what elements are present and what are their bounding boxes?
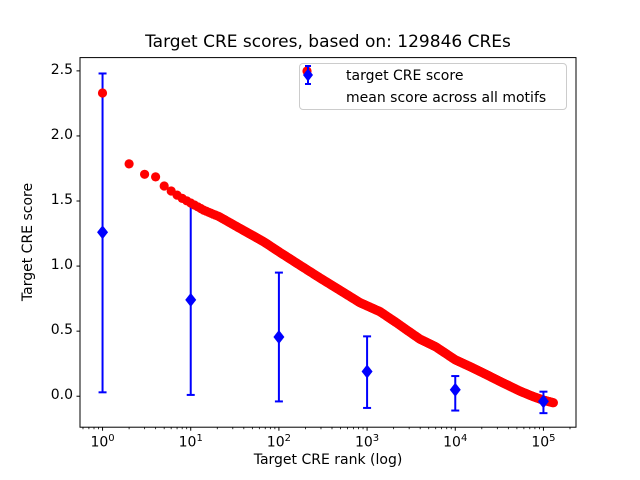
x-tick-label: 100 — [90, 433, 115, 451]
y-tick-label: 0.5 — [50, 322, 73, 339]
diamond-marker — [185, 292, 197, 307]
x-tick-label: 103 — [354, 433, 380, 451]
legend: target CRE score mean score across all m… — [299, 63, 567, 110]
legend-label-target-score: target CRE score — [346, 67, 464, 84]
y-tick-label: 0.0 — [50, 387, 73, 404]
diamond-marker — [361, 364, 373, 379]
y-tick-label: 1.5 — [50, 192, 73, 208]
legend-entry-mean-score: mean score across all motifs — [300, 65, 566, 108]
diamond-marker — [537, 394, 549, 409]
y-axis-label: Target CRE score — [20, 182, 36, 302]
data-point — [548, 398, 559, 408]
x-tick-label: 101 — [178, 433, 203, 451]
legend-label-mean-score: mean score across all motifs — [346, 89, 547, 106]
x-tick-label: 104 — [443, 433, 468, 451]
data-point — [124, 159, 134, 169]
axes-frame — [79, 57, 577, 428]
data-point — [97, 88, 108, 98]
target-score-series — [97, 88, 559, 408]
data-point — [151, 172, 161, 182]
diamond-marker — [97, 225, 109, 240]
legend-diamond-marker — [303, 68, 313, 82]
y-tick-label: 2.5 — [50, 61, 73, 78]
mean-score-diamonds — [97, 225, 549, 409]
y-tick-label: 1.0 — [50, 257, 73, 274]
chart-title: Target CRE scores, based on: 129846 CREs — [145, 32, 511, 52]
x-tick-label: 102 — [266, 433, 291, 451]
x-axis-label: Target CRE rank (log) — [253, 452, 403, 468]
diamond-marker — [273, 330, 285, 345]
diamond-marker — [449, 382, 461, 397]
y-tick-label: 2.0 — [50, 126, 73, 143]
legend-entry-target-score: target CRE score — [300, 65, 566, 86]
mean-score-errorbars — [98, 72, 548, 415]
data-point — [159, 181, 169, 191]
x-tick-label: 105 — [531, 433, 556, 451]
data-point — [140, 169, 150, 179]
